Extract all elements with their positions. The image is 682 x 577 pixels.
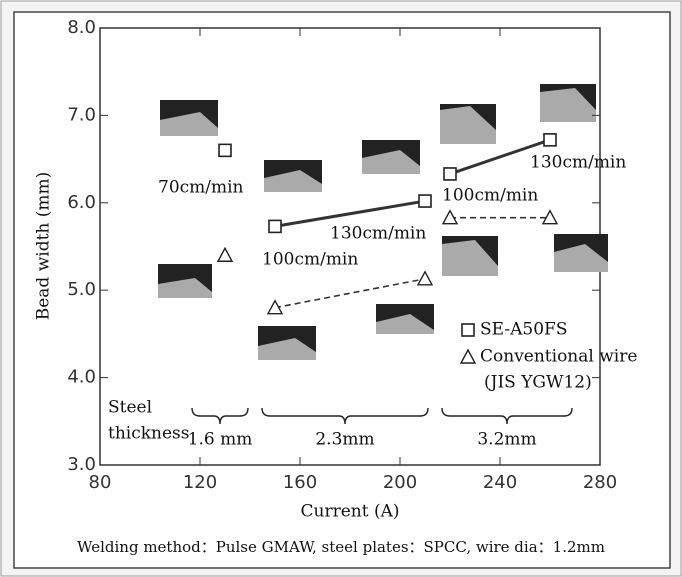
marker [218,143,232,158]
legend-label: Conventional wire [480,347,637,367]
thickness-group: 1.6 mm [188,430,253,450]
brace [441,407,573,425]
marker [266,299,284,315]
x-tick-label: 200 [383,472,417,493]
y-axis-label: Bead width (mm) [34,172,54,321]
thickness-label: Steel [108,398,152,418]
legend-marker [461,323,475,337]
photo-welds [158,88,608,360]
annotation: 130cm/min [530,153,626,173]
marker [268,219,282,234]
thickness-group: 2.3mm [315,430,374,450]
x-tick-label: 280 [583,472,617,493]
y-tick-label: 6.0 [67,192,96,213]
x-tick-label: 120 [183,472,217,493]
y-tick-label: 8.0 [67,17,96,38]
y-tick-label: 4.0 [67,367,96,388]
annotation: 100cm/min [442,186,538,206]
marker [418,194,432,208]
marker [443,167,457,181]
x-tick-label: 240 [483,472,517,493]
marker [543,133,557,147]
y-tick-label: 5.0 [67,279,96,300]
marker [541,209,559,225]
marker [416,270,434,286]
brace [191,407,249,425]
x-tick-label: 80 [89,472,112,493]
thickness-group: 3.2mm [477,430,536,450]
annotation: 100cm/min [262,250,358,270]
series-line [274,278,426,309]
series-line [449,138,551,176]
annotation: 130cm/min [330,224,426,244]
footnote: Welding method：Pulse GMAW, steel plates：… [77,538,605,556]
series-line [274,199,426,228]
legend-note: (JIS YGW12) [484,373,592,393]
thickness-label: thickness [108,424,190,444]
legend-label: SE-A50FS [480,320,567,340]
marker [216,246,234,262]
annotation: 70cm/min [158,178,244,198]
marker [441,209,459,225]
y-tick-label: 7.0 [67,104,96,125]
y-tick-label: 3.0 [67,454,96,475]
x-axis-label: Current (A) [301,502,400,522]
x-tick-label: 160 [283,472,317,493]
brace [261,407,429,425]
legend-marker [459,348,477,364]
